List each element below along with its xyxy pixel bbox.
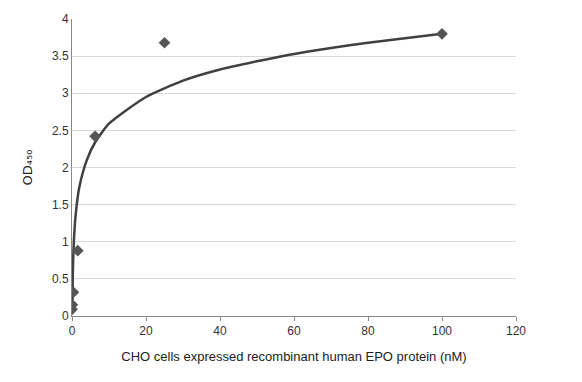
svg-text:3.5: 3.5: [52, 49, 69, 63]
svg-text:100: 100: [432, 324, 452, 338]
svg-text:0: 0: [62, 309, 69, 323]
svg-text:2.5: 2.5: [52, 124, 69, 138]
svg-text:OD₄₅₀: OD₄₅₀: [20, 150, 35, 186]
svg-text:80: 80: [361, 324, 375, 338]
svg-text:2: 2: [62, 161, 69, 175]
svg-text:20: 20: [139, 324, 153, 338]
svg-text:40: 40: [213, 324, 227, 338]
svg-text:1.5: 1.5: [52, 198, 69, 212]
svg-text:0: 0: [69, 324, 76, 338]
svg-text:120: 120: [506, 324, 526, 338]
svg-text:4: 4: [62, 12, 69, 26]
svg-text:60: 60: [287, 324, 301, 338]
svg-text:0.5: 0.5: [52, 272, 69, 286]
svg-text:1: 1: [62, 235, 69, 249]
svg-text:3: 3: [62, 86, 69, 100]
svg-text:CHO cells expressed recombinan: CHO cells expressed recombinant human EP…: [121, 349, 466, 364]
